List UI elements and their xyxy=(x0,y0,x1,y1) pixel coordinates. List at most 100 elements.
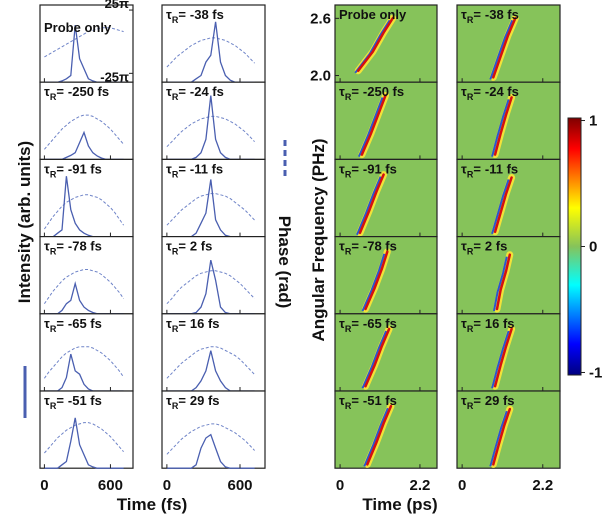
tau: τ xyxy=(461,393,467,408)
panel-label: τR= -250 fs xyxy=(339,84,404,102)
phase-line xyxy=(166,115,255,148)
equals: = xyxy=(473,393,481,408)
ridge-core xyxy=(364,327,391,388)
panel xyxy=(161,390,266,469)
y2-tick-label: -25π xyxy=(100,69,129,84)
equals: = xyxy=(178,161,186,176)
tau-sub: R xyxy=(50,169,57,179)
tau-sub: R xyxy=(172,247,179,257)
phase-line xyxy=(166,423,255,455)
equals: = xyxy=(351,84,359,99)
panel xyxy=(39,236,134,315)
tau: τ xyxy=(166,393,172,408)
y-axis-label: Angular Frequency (PHz) xyxy=(309,138,328,341)
phase-line xyxy=(166,37,255,68)
equals: = xyxy=(473,316,481,331)
x-tick-label: 600 xyxy=(98,477,123,494)
ridge-blue xyxy=(356,176,382,236)
ridge-blue xyxy=(491,179,510,235)
ridge-core xyxy=(360,94,387,156)
panel-label: τR= -24 fs xyxy=(461,84,519,102)
tau-sub: R xyxy=(345,247,352,257)
delay: 2 fs xyxy=(190,239,212,254)
panel xyxy=(334,81,438,160)
tau-sub: R xyxy=(467,15,474,25)
phase-line xyxy=(44,422,124,454)
x-axis-label: Time (fs) xyxy=(117,495,188,514)
tau-sub: R xyxy=(345,324,352,334)
panel xyxy=(456,81,561,160)
tau: τ xyxy=(166,7,172,22)
ridge-blue xyxy=(493,256,508,312)
y2-tick-label: 25π xyxy=(105,0,129,11)
delay: -78 fs xyxy=(363,239,397,254)
panel xyxy=(161,236,266,315)
x-tick-label: 0 xyxy=(336,477,344,494)
tau-sub: R xyxy=(172,401,179,411)
delay: 16 fs xyxy=(485,316,515,331)
tau: τ xyxy=(44,393,50,408)
tau: τ xyxy=(339,393,345,408)
ridge-core xyxy=(493,327,513,388)
ridge-core xyxy=(492,17,517,79)
panel-label: τR= 2 fs xyxy=(166,239,212,257)
tau-sub: R xyxy=(50,92,57,102)
x-tick-label: 600 xyxy=(227,477,252,494)
delay: -38 fs xyxy=(485,7,519,22)
delay: 29 fs xyxy=(190,393,220,408)
colorbar-tick-label: -1 xyxy=(589,364,602,381)
phase-line xyxy=(166,346,255,379)
ridge-core xyxy=(493,176,513,234)
panel xyxy=(39,390,134,469)
panel-label: τR= -38 fs xyxy=(166,7,224,25)
equals: = xyxy=(473,161,481,176)
panel-label: τR= -65 fs xyxy=(339,316,397,334)
delay: -250 fs xyxy=(68,84,109,99)
x-tick-label: 2.2 xyxy=(410,477,431,494)
phase-line xyxy=(44,114,124,150)
phase-line xyxy=(166,270,255,305)
tau-sub: R xyxy=(50,401,57,411)
ridge-core xyxy=(495,253,512,311)
tau: τ xyxy=(461,239,467,254)
delay: -91 fs xyxy=(363,161,397,176)
panel-label: τR= 29 fs xyxy=(461,393,515,411)
panel-label: τR= -11 fs xyxy=(461,161,518,179)
tau: τ xyxy=(166,239,172,254)
equals: = xyxy=(178,239,186,254)
ridge-blue xyxy=(491,99,510,157)
tau-sub: R xyxy=(172,324,179,334)
tau-sub: R xyxy=(345,92,352,102)
tau-sub: R xyxy=(467,247,474,257)
equals: = xyxy=(473,84,481,99)
ridge-core xyxy=(492,407,512,466)
tau: τ xyxy=(44,316,50,331)
equals: = xyxy=(351,316,359,331)
delay: -51 fs xyxy=(363,393,397,408)
tau: τ xyxy=(44,84,50,99)
equals: = xyxy=(178,393,186,408)
panel xyxy=(456,390,561,469)
colorbar-tick-label: 0 xyxy=(589,239,597,256)
equals: = xyxy=(56,393,64,408)
colorbar-tick-label: 1 xyxy=(589,113,597,130)
equals: = xyxy=(56,239,64,254)
panel-label: Probe only xyxy=(44,20,112,35)
y-tick-label: 2.0 xyxy=(310,68,331,85)
phase-line xyxy=(43,194,125,230)
panel-label: τR= -78 fs xyxy=(44,239,102,257)
panel-label: τR= -11 fs xyxy=(166,161,223,179)
delay: -65 fs xyxy=(68,316,102,331)
equals: = xyxy=(178,316,186,331)
ridge-blue xyxy=(489,410,508,467)
panel-label: τR= 16 fs xyxy=(166,316,220,334)
tau-sub: R xyxy=(467,169,474,179)
ridge-blue xyxy=(489,19,514,80)
delay: -51 fs xyxy=(68,393,102,408)
panel-label: τR= -78 fs xyxy=(339,239,397,257)
tau-sub: R xyxy=(467,92,474,102)
x-tick-label: 0 xyxy=(163,477,171,494)
delay: -24 fs xyxy=(190,84,224,99)
tau: τ xyxy=(44,239,50,254)
